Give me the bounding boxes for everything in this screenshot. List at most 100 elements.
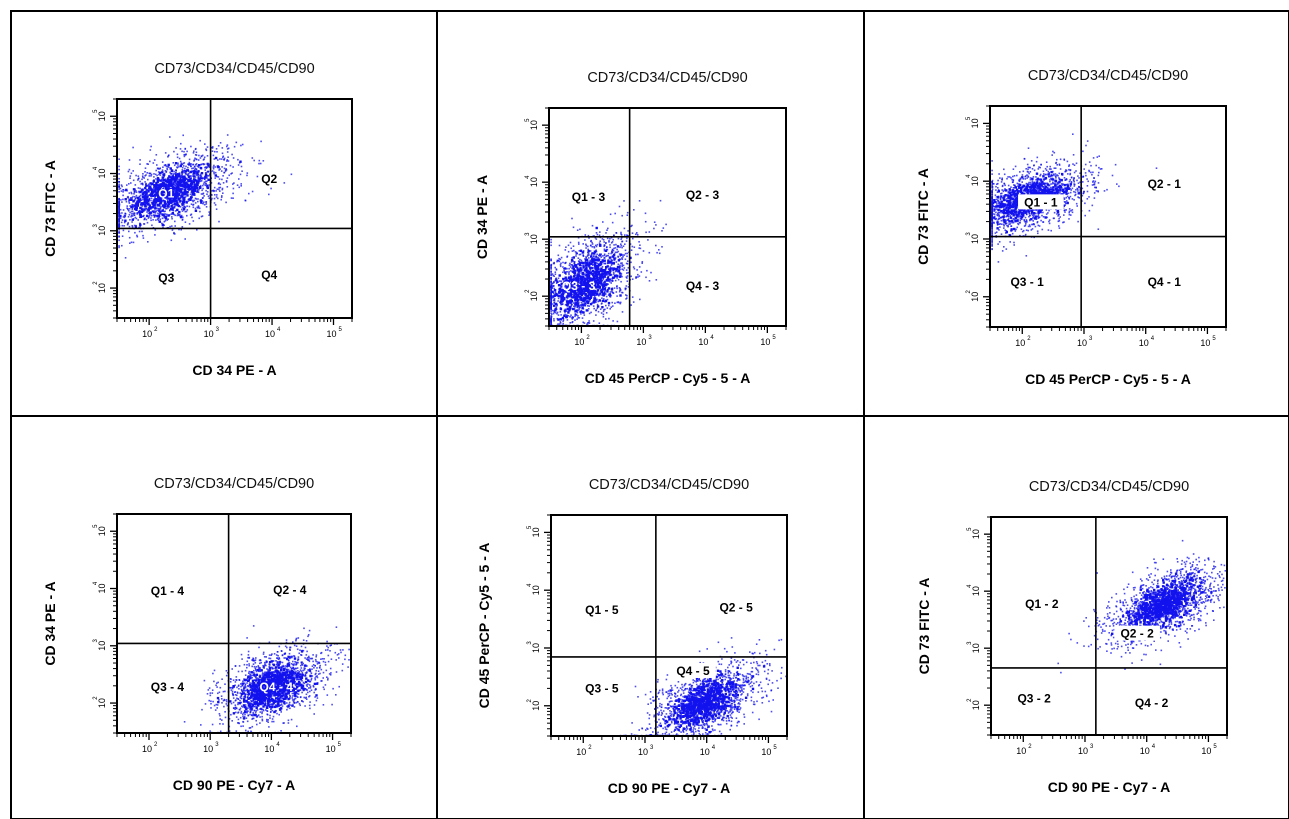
event-point: [124, 212, 127, 215]
event-point: [1092, 171, 1094, 174]
event-point: [1072, 154, 1075, 156]
event-point: [551, 283, 554, 285]
event-point: [163, 178, 166, 182]
event-point: [193, 172, 196, 175]
event-point: [1001, 192, 1003, 195]
event-point: [587, 290, 590, 294]
event-point: [585, 285, 589, 288]
event-point: [605, 246, 608, 248]
event-point: [188, 158, 191, 161]
event-point: [618, 265, 621, 269]
event-point: [566, 255, 569, 258]
event-point: [189, 214, 192, 216]
event-point: [205, 148, 207, 150]
x-tick-label: 10: [204, 329, 214, 339]
event-point: [607, 280, 610, 282]
event-point: [147, 194, 149, 197]
event-point: [1052, 217, 1055, 220]
event-point: [1002, 190, 1005, 193]
event-point: [553, 311, 556, 313]
event-point: [118, 207, 120, 210]
event-point: [1060, 190, 1062, 192]
event-point: [197, 174, 200, 176]
event-point: [596, 256, 598, 259]
event-point: [139, 223, 142, 227]
event-point: [600, 312, 603, 314]
event-point: [161, 213, 164, 216]
event-point: [1068, 197, 1070, 199]
event-point: [1001, 189, 1003, 191]
event-point: [585, 309, 588, 312]
event-point: [563, 281, 566, 284]
event-point: [189, 170, 193, 174]
event-point: [193, 150, 195, 152]
event-point: [621, 262, 623, 264]
event-point: [190, 163, 193, 165]
event-point: [164, 203, 167, 206]
event-point: [563, 309, 567, 312]
event-point: [179, 148, 182, 150]
event-point: [181, 150, 183, 153]
event-point: [224, 170, 227, 172]
event-point: [653, 221, 656, 223]
event-point: [141, 230, 143, 233]
event-point: [575, 297, 578, 300]
event-point: [1041, 228, 1044, 231]
event-point: [160, 188, 163, 192]
event-point: [632, 266, 635, 268]
event-point: [173, 176, 175, 178]
event-point: [636, 232, 638, 234]
event-point: [192, 181, 196, 184]
event-point: [619, 289, 622, 291]
event-point: [170, 239, 173, 242]
event-point: [601, 238, 604, 240]
event-point: [210, 182, 213, 184]
event-point: [192, 167, 195, 169]
event-point: [997, 200, 1000, 203]
event-point: [184, 196, 187, 198]
event-point: [1031, 213, 1033, 215]
event-point: [123, 225, 125, 227]
event-point: [550, 259, 552, 261]
event-point: [1073, 199, 1075, 201]
event-point: [189, 177, 191, 180]
event-point: [213, 202, 216, 204]
event-point: [185, 201, 188, 204]
event-point: [150, 214, 153, 217]
event-point: [135, 196, 138, 199]
event-point: [182, 188, 184, 190]
y-tick-label: 10: [97, 169, 107, 179]
event-point: [1025, 182, 1028, 185]
event-point: [1059, 216, 1061, 218]
event-point: [566, 297, 569, 299]
event-point: [618, 267, 620, 270]
event-point: [596, 278, 600, 282]
event-point: [608, 304, 610, 307]
event-point: [200, 180, 203, 182]
event-point: [154, 204, 157, 207]
event-point: [226, 148, 229, 150]
event-point: [165, 190, 168, 193]
event-point: [569, 286, 571, 288]
event-point: [202, 183, 205, 185]
event-point: [1064, 202, 1067, 205]
event-point: [588, 312, 591, 315]
event-point: [204, 169, 206, 171]
event-point: [555, 279, 558, 282]
event-point: [129, 242, 131, 244]
event-point: [141, 183, 144, 185]
event-point: [577, 270, 581, 273]
event-point: [159, 202, 162, 205]
event-point: [576, 304, 580, 307]
event-point: [580, 264, 583, 267]
event-point: [200, 193, 203, 195]
event-point: [550, 323, 552, 325]
event-point: [153, 185, 157, 188]
event-point: [1053, 182, 1055, 185]
event-point: [603, 254, 606, 257]
event-point: [553, 319, 555, 322]
event-point: [148, 198, 150, 200]
event-point: [130, 214, 133, 217]
plot-frame: [116, 98, 353, 319]
